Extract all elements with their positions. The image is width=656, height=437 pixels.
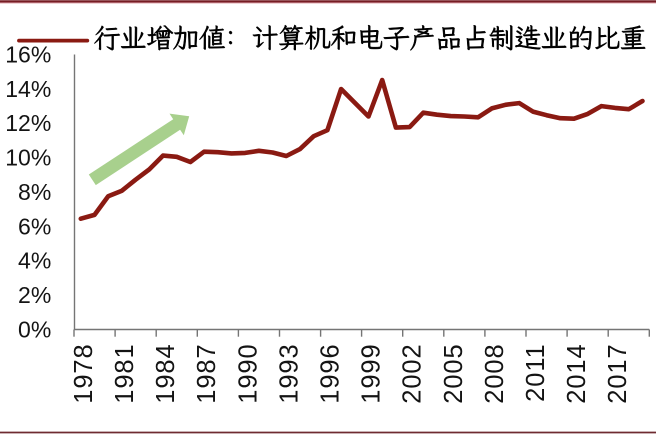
svg-text:14%: 14% [5,76,51,102]
svg-text:16%: 16% [5,42,51,68]
svg-text:1987: 1987 [193,343,221,403]
svg-text:4%: 4% [18,248,51,274]
svg-text:0%: 0% [18,316,51,342]
svg-text:2008: 2008 [481,343,509,403]
svg-text:2005: 2005 [440,343,468,403]
svg-text:1984: 1984 [152,343,180,403]
svg-text:2%: 2% [18,282,51,308]
svg-text:2011: 2011 [522,343,550,401]
svg-text:1999: 1999 [358,343,386,403]
svg-text:6%: 6% [18,213,51,239]
svg-text:1978: 1978 [70,343,98,403]
svg-text:1981: 1981 [111,343,139,403]
svg-text:2014: 2014 [563,343,591,403]
svg-text:1993: 1993 [275,343,303,403]
svg-text:1996: 1996 [317,343,345,403]
svg-text:8%: 8% [18,179,51,205]
svg-text:2002: 2002 [399,343,427,403]
svg-text:10%: 10% [5,145,51,171]
svg-text:2017: 2017 [604,343,632,403]
svg-text:1990: 1990 [234,343,262,403]
svg-text:12%: 12% [5,110,51,136]
